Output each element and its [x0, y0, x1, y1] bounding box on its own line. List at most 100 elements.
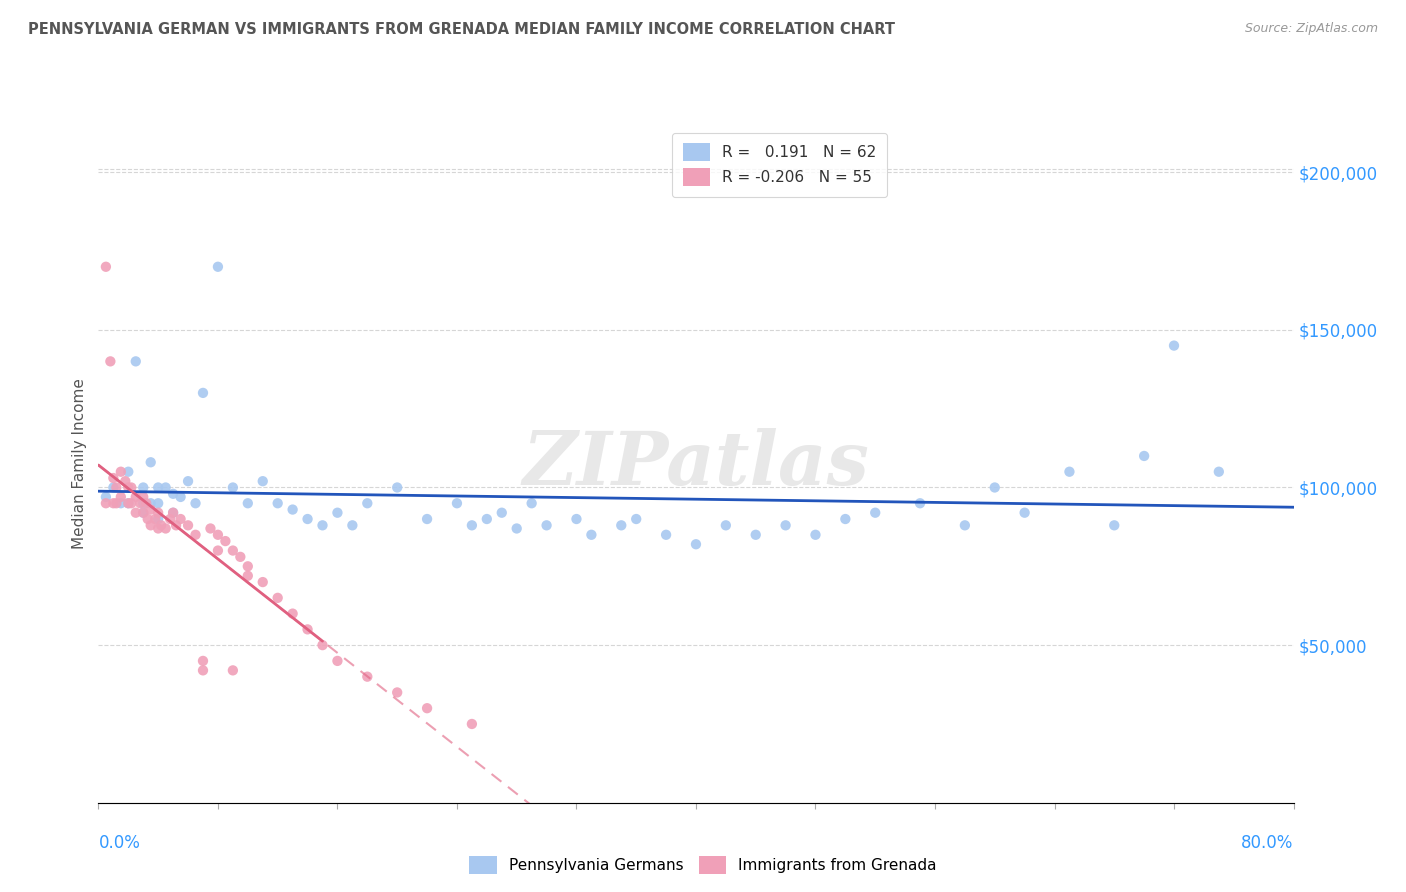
Point: [491, 506, 513, 520]
Point: [461, 518, 484, 533]
Point: [148, 481, 170, 495]
Point: [222, 481, 245, 495]
Point: [745, 528, 768, 542]
Point: [139, 455, 162, 469]
Point: [155, 521, 177, 535]
Point: [136, 512, 159, 526]
Point: [581, 528, 603, 542]
Point: [139, 502, 162, 516]
Point: [94, 490, 117, 504]
Point: [132, 506, 155, 520]
Point: [610, 518, 633, 533]
Point: [714, 518, 737, 533]
Point: [150, 518, 173, 533]
Point: [162, 506, 184, 520]
Point: [103, 481, 125, 495]
Point: [177, 474, 200, 488]
Point: [103, 471, 125, 485]
Point: [148, 521, 170, 535]
Point: [685, 537, 707, 551]
Point: [125, 354, 148, 368]
Point: [229, 549, 252, 564]
Point: [326, 506, 349, 520]
Point: [1014, 506, 1036, 520]
Point: [94, 260, 117, 274]
Point: [222, 664, 245, 678]
Point: [1163, 338, 1185, 352]
Point: [252, 474, 274, 488]
Point: [191, 664, 214, 678]
Point: [117, 496, 139, 510]
Point: [159, 512, 181, 526]
Point: [132, 496, 155, 510]
Point: [132, 481, 155, 495]
Point: [207, 543, 229, 558]
Point: [416, 512, 439, 526]
Point: [132, 490, 155, 504]
Text: Source: ZipAtlas.com: Source: ZipAtlas.com: [1244, 22, 1378, 36]
Text: 0.0%: 0.0%: [98, 834, 141, 852]
Point: [536, 518, 558, 533]
Legend: R =   0.191   N = 62, R = -0.206   N = 55: R = 0.191 N = 62, R = -0.206 N = 55: [672, 133, 887, 197]
Point: [446, 496, 468, 510]
Point: [139, 496, 162, 510]
Point: [155, 481, 177, 495]
Point: [1208, 465, 1230, 479]
Point: [165, 518, 187, 533]
Point: [655, 528, 678, 542]
Point: [125, 506, 148, 520]
Point: [103, 496, 125, 510]
Point: [252, 575, 274, 590]
Point: [385, 685, 409, 699]
Point: [132, 506, 155, 520]
Y-axis label: Median Family Income: Median Family Income: [72, 378, 87, 549]
Point: [105, 481, 128, 495]
Point: [117, 481, 139, 495]
Point: [162, 506, 184, 520]
Point: [311, 518, 333, 533]
Point: [139, 518, 162, 533]
Point: [342, 518, 364, 533]
Point: [162, 487, 184, 501]
Point: [984, 481, 1007, 495]
Point: [281, 502, 304, 516]
Point: [100, 354, 122, 368]
Point: [626, 512, 648, 526]
Point: [865, 506, 887, 520]
Point: [177, 518, 200, 533]
Point: [148, 496, 170, 510]
Point: [311, 638, 333, 652]
Point: [207, 528, 229, 542]
Point: [169, 512, 191, 526]
Point: [184, 496, 207, 510]
Legend: Pennsylvania Germans, Immigrants from Grenada: Pennsylvania Germans, Immigrants from Gr…: [463, 850, 943, 880]
Point: [461, 717, 484, 731]
Point: [110, 490, 132, 504]
Point: [200, 521, 222, 535]
Point: [775, 518, 797, 533]
Point: [267, 496, 290, 510]
Point: [184, 528, 207, 542]
Point: [236, 496, 259, 510]
Point: [110, 496, 132, 510]
Point: [297, 623, 319, 637]
Point: [834, 512, 856, 526]
Point: [565, 512, 588, 526]
Point: [207, 260, 229, 274]
Point: [326, 654, 349, 668]
Point: [120, 481, 142, 495]
Point: [191, 385, 214, 400]
Point: [1059, 465, 1081, 479]
Text: 80.0%: 80.0%: [1241, 834, 1294, 852]
Point: [236, 559, 259, 574]
Point: [475, 512, 498, 526]
Point: [105, 496, 128, 510]
Point: [94, 496, 117, 510]
Point: [117, 496, 139, 510]
Point: [385, 481, 409, 495]
Point: [416, 701, 439, 715]
Point: [804, 528, 827, 542]
Point: [214, 534, 236, 549]
Point: [356, 670, 378, 684]
Text: ZIPatlas: ZIPatlas: [523, 427, 869, 500]
